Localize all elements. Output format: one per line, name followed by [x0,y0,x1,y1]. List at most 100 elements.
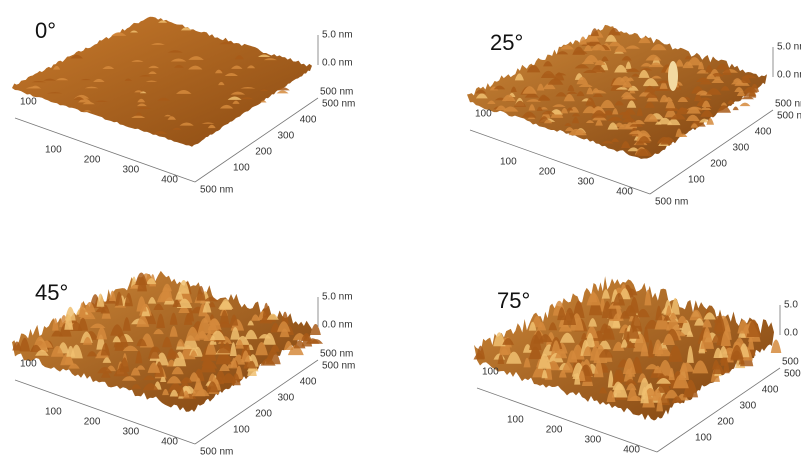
surface-peak [169,389,179,397]
surface-peak [606,390,616,402]
surface-peak [652,339,664,355]
surface-peak [579,36,587,45]
surface-peak [563,93,575,102]
surface-peak [732,106,739,111]
surface-peak [145,80,158,82]
surface-peak [555,92,567,97]
surface-peak [180,27,192,31]
surface-peak [607,370,615,388]
surface-peak [564,122,572,127]
surface-peak [566,107,574,111]
surface-peak [560,44,574,50]
surface-peak [612,77,627,86]
surface-peak [643,326,650,343]
surface-peak [706,73,716,80]
surface-peak [712,359,721,370]
surface-peak [578,370,586,381]
surface-peak [640,62,653,67]
surface-peak [131,384,142,389]
surface-peak [202,302,212,313]
surface-peak [636,308,650,318]
z-axis-tick-label: 5.0 nm [784,300,801,311]
surface-peak [130,30,139,33]
right-axis-tick-label: 300 [740,401,757,412]
surface-peak [79,302,86,315]
surface-peak [543,119,553,124]
surface-peak [52,318,59,331]
right-axis-tick-label: 300 [278,393,295,404]
surface-peak [53,65,61,70]
surface-peak [130,367,141,376]
surface-peak [230,357,238,368]
front-axis-tick-label: 200 [84,155,101,166]
surface-peak [740,74,757,79]
surface-peak [143,375,156,381]
surface-peak [229,342,237,357]
surface-peak [601,56,609,61]
surface-peak [713,347,723,358]
surface-peak [612,341,625,351]
surface-peak [572,46,586,55]
surface-peak [188,372,200,382]
surface-peak [537,353,552,369]
surface-peak [475,89,487,94]
surface-peak [215,370,226,380]
surface-peak [235,339,244,349]
surface-peak [576,76,589,85]
surface-peak [102,357,112,363]
surface-peak [246,65,256,69]
surface-peak [260,100,267,103]
surface-peak [70,54,83,59]
surface-peak [655,121,662,125]
surface-peak [188,56,204,60]
surface-peak [723,359,730,374]
surface-spike [668,61,678,91]
surface-peak [136,338,147,347]
panel-label: 25° [490,30,523,55]
panel-label: 45° [35,280,68,305]
surface-peak [513,100,527,107]
surface-peak [567,84,575,91]
surface-peak [109,290,116,301]
z-axis-tick-label: 0.0 nm [777,70,801,81]
surface-peak [162,336,172,348]
surface-peak [599,387,608,394]
surface-peak [231,373,241,386]
surface-peak [122,317,131,331]
surface-peak [720,102,728,106]
surface-peak [131,115,146,118]
surface-peak [536,106,543,111]
front-axis-tick-label: 100 [507,415,524,426]
surface-peak [701,100,711,108]
surface-peak [218,300,234,309]
surface-peak [157,97,170,101]
surface-peak [669,312,677,319]
surface-peak [197,318,212,334]
surface-peak [229,314,239,326]
surface-peak [700,109,714,117]
surface-peak [640,387,649,404]
surface-peak [214,69,223,74]
surface-peak [700,331,715,349]
surface-peak [702,319,712,328]
front-axis-tick-label: 300 [123,427,140,438]
surface-peak [586,292,601,306]
front-axis-tick-label: 400 [623,445,640,455]
surface-peak [493,332,506,347]
surface-peak [276,90,289,94]
surface-peak [175,291,184,300]
surface-peak [77,317,89,331]
surface-peak [675,128,683,137]
surface-peak [112,336,121,343]
surface-peak [555,348,568,359]
surface-peak [716,105,732,113]
surface-peak [680,319,692,335]
axis-line [14,117,196,183]
surface-peak [647,339,654,358]
surface-peak [83,110,92,112]
surface-peak [642,78,659,87]
z-axis-tick-label: 0.0 nm [322,58,353,69]
surface-peak [277,87,290,91]
left-axis-tick-label: 100 [20,359,37,370]
